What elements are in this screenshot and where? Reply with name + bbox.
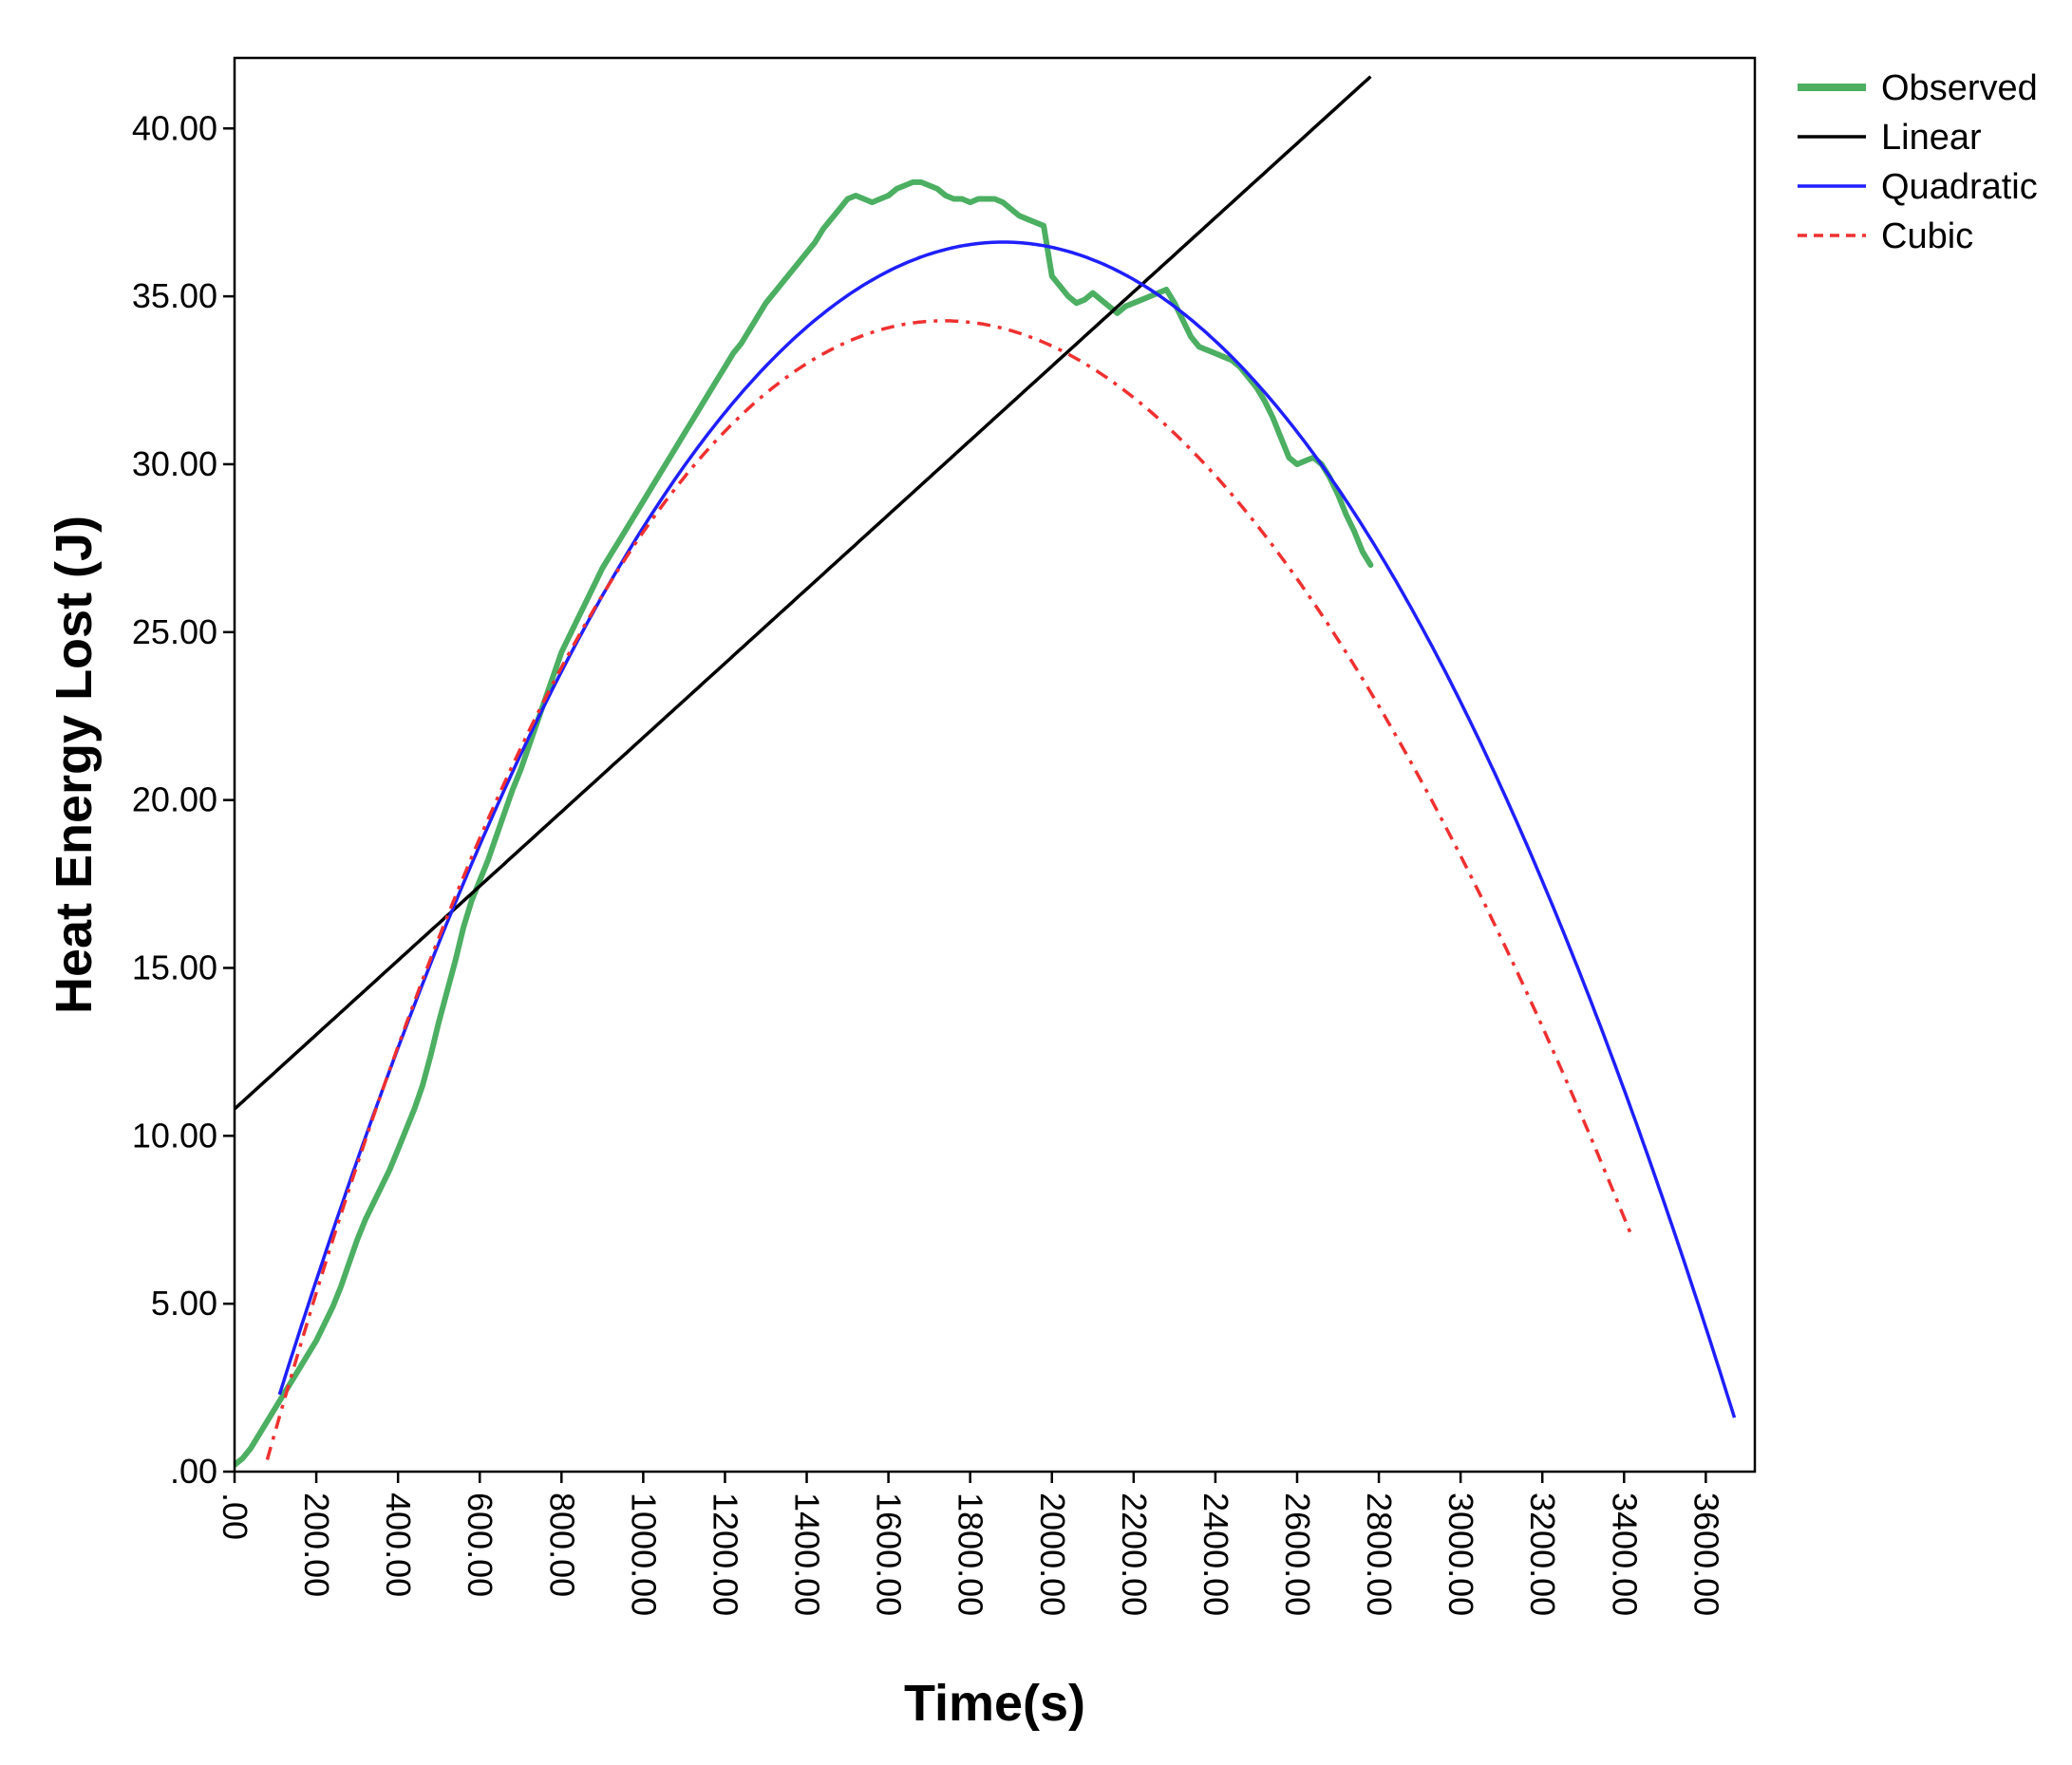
y-axis-title: Heat Energy Lost (J) — [46, 516, 103, 1014]
series-line-observed — [235, 178, 1374, 1468]
y-tick-label: 20.00 — [132, 780, 217, 819]
y-tick-label: 35.00 — [132, 276, 217, 315]
x-tick-label: 800.00 — [542, 1493, 581, 1597]
x-tick-label: 200.00 — [297, 1493, 336, 1597]
y-tick-label: 5.00 — [151, 1284, 217, 1323]
x-tick-label: 3000.00 — [1441, 1493, 1480, 1616]
x-tick-label: 2600.00 — [1278, 1493, 1317, 1616]
x-tick-label: 2800.00 — [1360, 1493, 1399, 1616]
y-tick-label: 15.00 — [132, 948, 217, 986]
y-tick-label: 10.00 — [132, 1116, 217, 1155]
y-tick-label: 40.00 — [132, 108, 217, 147]
x-tick-label: 1800.00 — [951, 1493, 990, 1616]
axes: .00 5.00 10.00 15.00 20.00 25.00 30.00 35.00 40.… — [46, 56, 1757, 1732]
x-tick-label: 1000.00 — [624, 1493, 663, 1616]
x-tick-label: 2200.00 — [1115, 1493, 1154, 1616]
y-tick-label: .00 — [170, 1452, 217, 1491]
x-tick-label: 3600.00 — [1686, 1493, 1725, 1616]
legend-label-quadratic: Quadratic — [1881, 167, 2038, 207]
x-tick-label: 1600.00 — [870, 1493, 909, 1616]
x-tick-label: 3400.00 — [1605, 1493, 1644, 1616]
plot-area — [235, 75, 1737, 1468]
x-tick-label: 600.00 — [461, 1493, 499, 1597]
legend-label-linear: Linear — [1881, 118, 1982, 158]
legend-label-observed: Observed — [1881, 68, 2038, 108]
x-tick-label: 2400.00 — [1196, 1493, 1235, 1616]
x-tick-label: 3200.00 — [1523, 1493, 1562, 1616]
x-tick-label: 1200.00 — [706, 1493, 744, 1616]
series-line-quadratic — [277, 240, 1737, 1418]
y-tick-label: 30.00 — [132, 444, 217, 483]
x-tick-label: 400.00 — [379, 1493, 418, 1597]
x-axis-title: Time(s) — [904, 1675, 1085, 1732]
series-line-cubic — [265, 319, 1634, 1460]
x-tick-label: .00 — [216, 1493, 254, 1540]
x-tick-label: 1400.00 — [788, 1493, 827, 1616]
x-tick-label: 2000.00 — [1033, 1493, 1072, 1616]
legend: Observed Linear Quadratic Cubic — [1798, 68, 2038, 256]
legend-label-cubic: Cubic — [1881, 216, 1973, 256]
y-tick-label: 25.00 — [132, 612, 217, 651]
series-line-linear — [235, 75, 1372, 1111]
plot-frame — [233, 56, 1757, 1474]
